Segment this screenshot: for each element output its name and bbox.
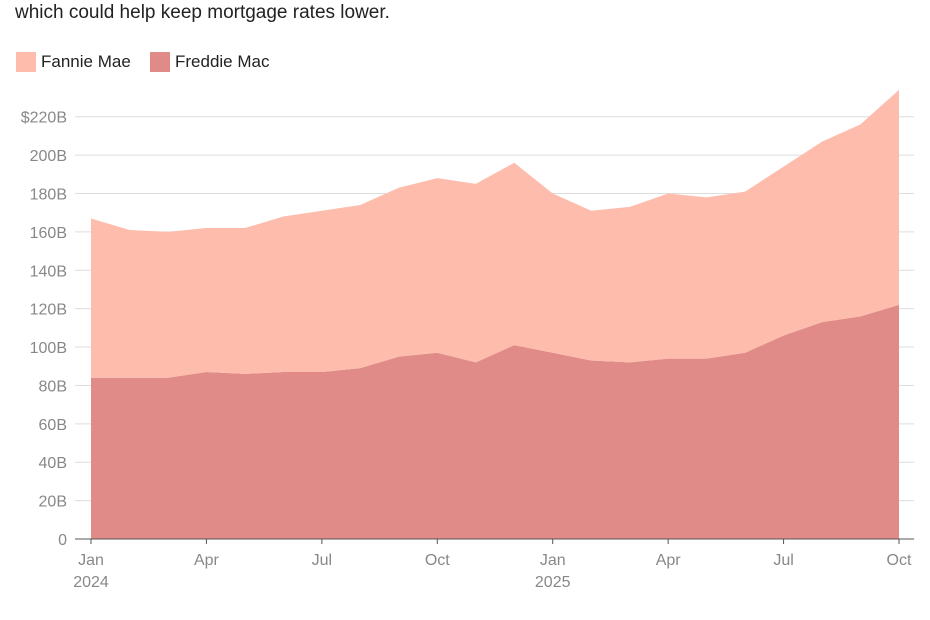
x-tick-label: Jan xyxy=(540,552,566,569)
legend-swatch xyxy=(16,52,36,72)
area xyxy=(91,89,899,378)
y-tick-label: 80B xyxy=(39,378,67,395)
x-tick-label: Oct xyxy=(425,552,450,569)
area xyxy=(91,304,899,539)
y-tick-label: 100B xyxy=(30,340,67,357)
legend-label: Fannie Mae xyxy=(41,52,131,71)
x-tick-year: 2025 xyxy=(535,574,571,591)
chart-subtitle: Fannie and Freddie have rapidly increase… xyxy=(15,2,390,23)
x-tick-label: Jul xyxy=(312,552,332,569)
y-tick-label: 0 xyxy=(58,532,67,549)
x-tick-year: 2024 xyxy=(73,574,109,591)
legend-label: Freddie Mac xyxy=(175,52,270,71)
y-tick-label: 20B xyxy=(39,494,67,511)
y-tick-label: $220B xyxy=(21,110,67,127)
y-tick-label: 120B xyxy=(30,302,67,319)
x-tick-label: Jan xyxy=(78,552,104,569)
y-tick-label: 200B xyxy=(30,148,67,165)
y-tick-label: 40B xyxy=(39,455,67,472)
y-tick-label: 140B xyxy=(30,263,67,280)
legend-swatch xyxy=(150,52,170,72)
y-tick-label: 180B xyxy=(30,186,67,203)
x-tick-label: Jul xyxy=(773,552,793,569)
x-tick-label: Apr xyxy=(656,552,682,569)
x-tick-label: Apr xyxy=(194,552,220,569)
x-tick-label: Oct xyxy=(887,552,912,569)
y-tick-label: 160B xyxy=(30,225,67,242)
y-tick-label: 60B xyxy=(39,417,67,434)
